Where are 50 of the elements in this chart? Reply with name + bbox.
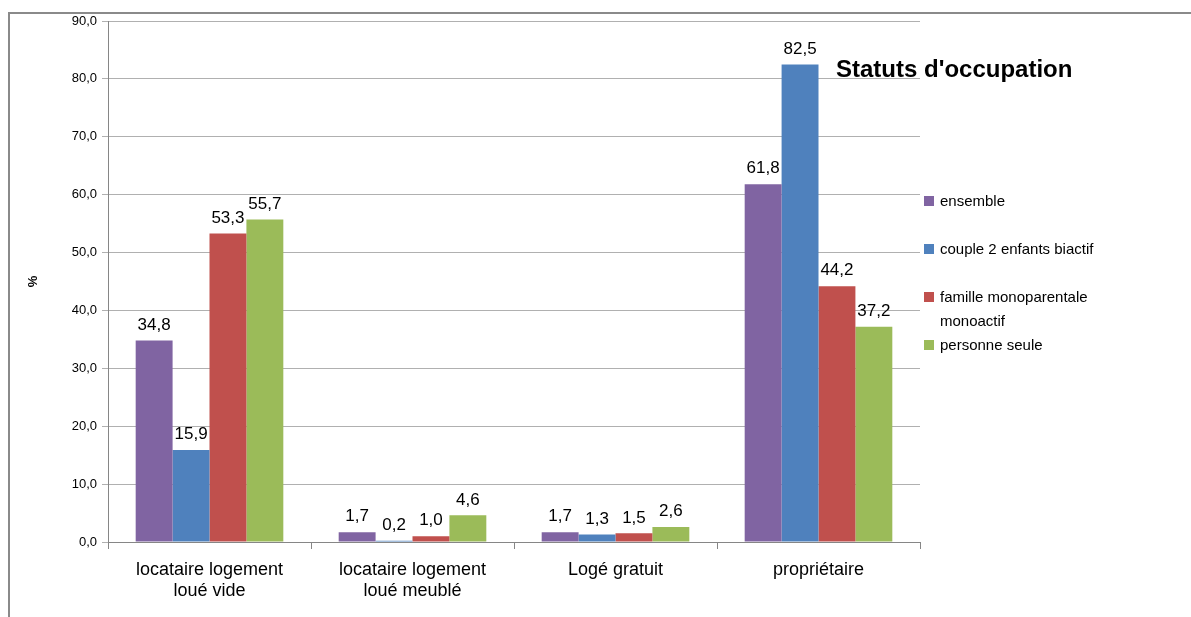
bar	[855, 326, 893, 542]
bar	[172, 449, 210, 542]
data-label: 1,7	[345, 506, 369, 526]
y-tick-label: 90,0	[71, 12, 97, 28]
data-label: 1,0	[419, 510, 443, 530]
y-tick-label: 0,0	[78, 533, 97, 549]
y-tick-label: 30,0	[71, 359, 97, 375]
legend-label: personne seule	[940, 335, 1043, 355]
y-tick-label: 70,0	[71, 128, 97, 144]
data-label: 55,7	[248, 193, 282, 213]
data-label: 44,2	[820, 260, 854, 280]
bar	[781, 64, 819, 542]
y-tick-label: 10,0	[71, 475, 97, 491]
bar	[615, 533, 653, 542]
bar	[412, 536, 450, 542]
bar	[818, 286, 856, 542]
x-tick-label: locataire logement loué vide	[135, 558, 284, 601]
data-label: 1,3	[585, 508, 609, 528]
data-label: 15,9	[174, 424, 208, 444]
data-label: 53,3	[211, 207, 245, 227]
bar	[744, 184, 782, 542]
bar	[135, 340, 173, 542]
data-label: 34,8	[137, 314, 171, 334]
legend-label: couple 2 enfants biactif	[940, 239, 1094, 259]
bar	[652, 526, 690, 542]
y-axis-title: %	[25, 275, 41, 288]
bar	[338, 532, 376, 542]
data-label: 82,5	[783, 38, 817, 58]
data-label: 37,2	[857, 300, 891, 320]
bar	[541, 532, 579, 542]
bar	[578, 534, 616, 542]
x-tick-label: propriétaire	[772, 558, 865, 579]
data-label: 1,7	[548, 506, 572, 526]
data-label: 2,6	[659, 501, 683, 521]
bar	[209, 233, 247, 542]
legend-label: ensemble	[940, 191, 1006, 211]
y-tick-label: 60,0	[71, 186, 97, 202]
bar	[246, 219, 284, 542]
bar	[449, 515, 487, 542]
text: Statuts d'occupation	[836, 55, 1073, 83]
data-label: 0,2	[382, 515, 406, 535]
data-label: 1,5	[622, 507, 646, 527]
data-label: 61,8	[746, 158, 780, 178]
y-tick-label: 50,0	[71, 244, 97, 260]
y-tick-label: 40,0	[71, 302, 97, 318]
y-tick-label: 80,0	[71, 70, 97, 86]
data-label: 4,6	[456, 489, 480, 509]
y-tick-label: 20,0	[71, 417, 97, 433]
x-tick-label: Logé gratuit	[567, 558, 664, 579]
x-tick-label: locataire logement loué meublé	[338, 558, 487, 601]
